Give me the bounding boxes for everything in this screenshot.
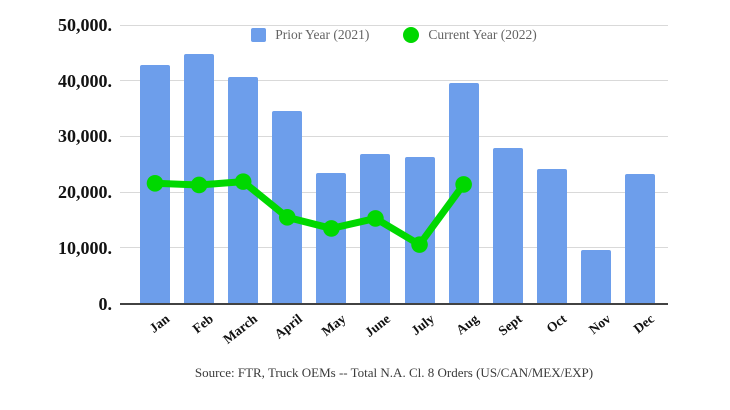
line-point-june (367, 210, 384, 227)
y-axis-tick-label: 10,000. (58, 237, 112, 258)
bar-dec (624, 173, 655, 304)
legend-label-current-year: Current Year (2022) (428, 27, 537, 42)
x-axis-tick-label-march: March (220, 311, 261, 347)
line-point-jan (146, 175, 164, 192)
x-axis-tick-label-sept: Sept (495, 311, 525, 339)
gridline (120, 80, 668, 82)
y-axis-tick-label: 0. (98, 293, 113, 314)
x-axis-tick-label-may: May (318, 311, 349, 339)
x-axis-tick-label-oct: Oct (543, 311, 570, 336)
y-axis-tick-label: 30,000. (58, 126, 112, 147)
legend: Prior Year (2021) Current Year (2022) (120, 26, 668, 44)
x-axis-tick-label-jan: Jan (146, 311, 173, 336)
line-point-feb (190, 176, 208, 194)
gridline (120, 191, 668, 193)
x-axis-tick-label-feb: Feb (189, 311, 217, 337)
bar-oct (536, 168, 567, 304)
y-axis-tick-label: 20,000. (58, 182, 112, 203)
y-axis-tick-label: 40,000. (58, 70, 112, 91)
bar-series-swatch-icon (251, 28, 267, 42)
bar-may (316, 173, 347, 304)
line-point-march (234, 173, 252, 190)
x-axis-tick-label-july: July (408, 311, 437, 339)
legend-item-current-year: Current Year (2022) (403, 27, 537, 43)
line-point-april (278, 209, 296, 226)
source-note: Source: FTR, Truck OEMs -- Total N.A. Cl… (194, 365, 594, 380)
x-axis-tick-label-nov: Nov (585, 311, 614, 338)
line-series-layer (146, 173, 472, 253)
x-axis-tick-label-june: June (361, 311, 393, 340)
line-point-july (411, 236, 428, 253)
gridline (120, 24, 668, 26)
x-axis-tick-label-aug: Aug (452, 311, 481, 338)
bar-nov (580, 249, 611, 304)
line-point-may (323, 220, 340, 237)
bar-sept (492, 147, 523, 304)
x-axis-tick-label-april: April (271, 311, 305, 342)
line-series-swatch-icon (403, 27, 420, 43)
legend-label-prior-year: Prior Year (2021) (275, 27, 370, 42)
legend-item-prior-year: Prior Year (2021) (251, 27, 369, 43)
bar-june (360, 154, 391, 304)
x-axis-tick-label-dec: Dec (630, 311, 658, 337)
y-axis-tick-label: 50,000. (58, 15, 112, 35)
x-axis-line (120, 302, 668, 305)
gridline (120, 247, 668, 249)
gridline (120, 135, 668, 137)
line-point-aug (455, 176, 472, 193)
